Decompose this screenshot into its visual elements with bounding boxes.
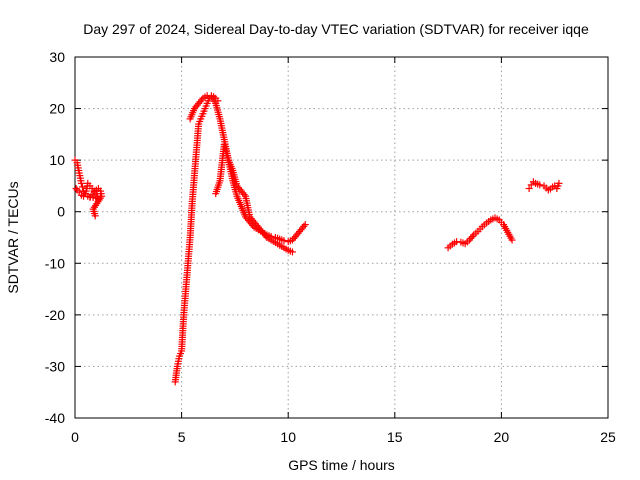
data-point-early-cluster [72,185,80,193]
data-point-fall-from-peak [280,237,288,245]
x-tick-label: 5 [178,429,186,445]
y-tick-label: 0 [57,204,65,220]
y-axis-label: SDTVAR / TECUs [5,181,21,293]
data-points [71,92,563,386]
data-point-fall-from-peak [203,92,211,100]
y-tick-label: 30 [49,49,65,65]
data-point-scatter-branch [261,232,269,240]
y-tick-label: -20 [45,307,65,323]
y-tick-label: -10 [45,255,65,271]
y-tick-label: 10 [49,152,65,168]
data-point-start-wobble [78,183,86,191]
data-point-fall-from-peak [197,96,205,104]
chart-title: Day 297 of 2024, Sidereal Day-to-day VTE… [83,21,589,37]
plot-frame [74,56,609,419]
x-tick-label: 0 [71,429,79,445]
axis-ticks: 0 5 10 15 20 25 -40 -30 -20 -10 0 10 20 30 [45,49,616,445]
x-tick-label: 25 [600,429,616,445]
data-point-fall-from-peak [301,221,309,229]
y-tick-label: 20 [49,101,65,117]
x-tick-label: 20 [494,429,510,445]
x-tick-label: 10 [280,429,296,445]
data-point-evening-arc [508,236,516,244]
data-point-late-cluster [555,179,563,187]
data-point-fall-from-peak [300,222,308,230]
y-tick-label: -30 [45,358,65,374]
data-point-scatter-branch [240,191,248,199]
data-point-early-cluster [91,212,99,220]
x-axis-label: GPS time / hours [288,457,395,473]
data-point-scatter-branch [288,248,296,256]
data-point-start-wobble [77,179,85,187]
data-point-late-cluster [536,181,544,189]
grid-lines [75,57,608,418]
data-point-evening-arc [468,233,476,241]
y-tick-label: -40 [45,410,65,426]
x-tick-label: 15 [387,429,403,445]
data-point-late-cluster [525,185,533,193]
